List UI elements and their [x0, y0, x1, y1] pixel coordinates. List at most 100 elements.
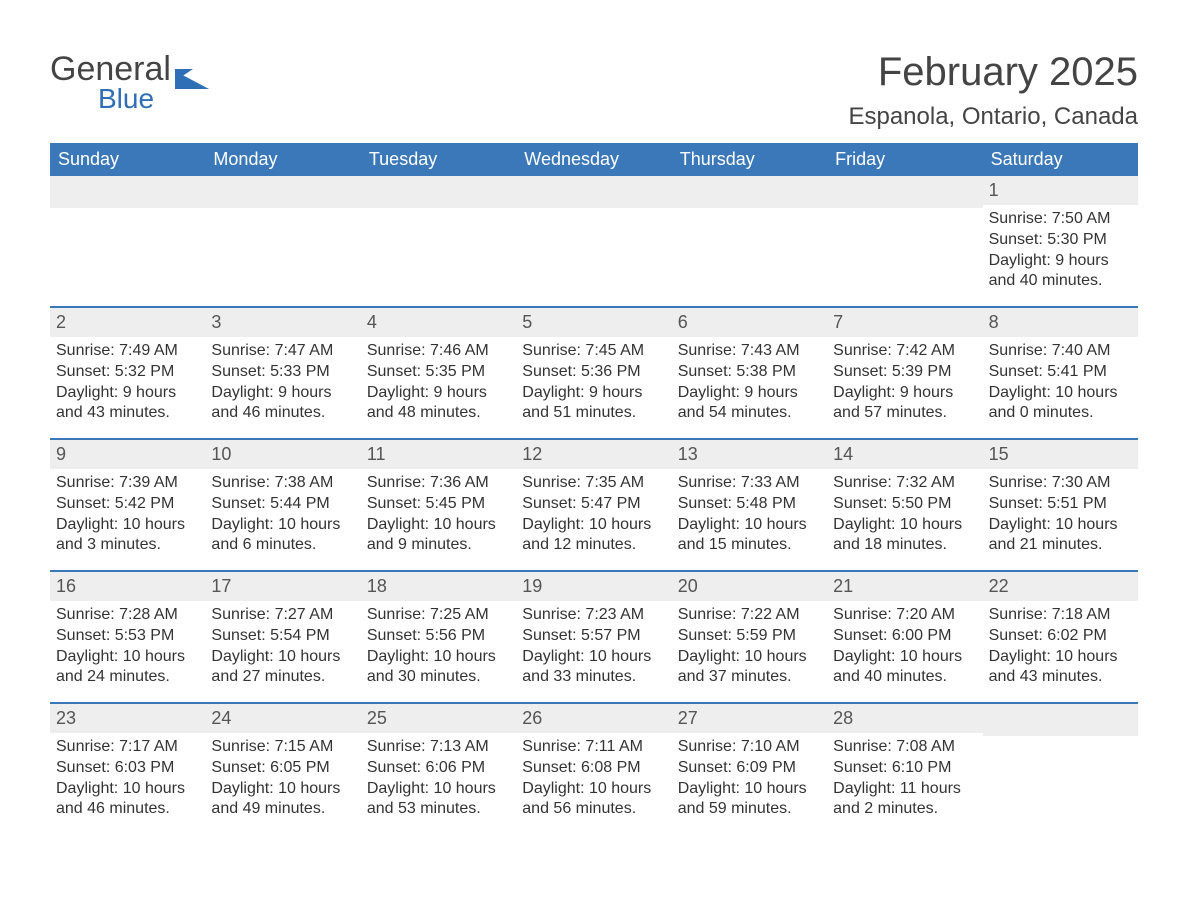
week-row: 1Sunrise: 7:50 AMSunset: 5:30 PMDaylight…	[50, 176, 1138, 306]
day-number: 2	[56, 312, 66, 332]
day-cell-empty	[983, 704, 1138, 834]
day-cell: 4Sunrise: 7:46 AMSunset: 5:35 PMDaylight…	[361, 308, 516, 438]
daylight-text: Daylight: 10 hours and 15 minutes.	[678, 515, 821, 557]
sunset-text: Sunset: 5:33 PM	[211, 362, 354, 383]
day-details: Sunrise: 7:40 AMSunset: 5:41 PMDaylight:…	[983, 337, 1138, 424]
sunrise-text: Sunrise: 7:47 AM	[211, 341, 354, 362]
logo: General Blue	[50, 50, 209, 115]
daylight-text: Daylight: 9 hours and 40 minutes.	[989, 251, 1132, 293]
day-details: Sunrise: 7:42 AMSunset: 5:39 PMDaylight:…	[827, 337, 982, 424]
day-number-row: 12	[516, 440, 671, 469]
sunrise-text: Sunrise: 7:49 AM	[56, 341, 199, 362]
day-number: 9	[56, 444, 66, 464]
day-number: 27	[678, 708, 698, 728]
sunrise-text: Sunrise: 7:18 AM	[989, 605, 1132, 626]
day-details: Sunrise: 7:13 AMSunset: 6:06 PMDaylight:…	[361, 733, 516, 820]
day-cell: 2Sunrise: 7:49 AMSunset: 5:32 PMDaylight…	[50, 308, 205, 438]
daylight-text: Daylight: 9 hours and 57 minutes.	[833, 383, 976, 425]
day-details: Sunrise: 7:38 AMSunset: 5:44 PMDaylight:…	[205, 469, 360, 556]
day-number-row	[672, 176, 827, 208]
day-cell: 25 Sunrise: 7:13 AMSunset: 6:06 PMDayligh…	[361, 704, 516, 834]
sunrise-text: Sunrise: 7:08 AM	[833, 737, 976, 758]
day-number-row: 6	[672, 308, 827, 337]
day-number-row: 10	[205, 440, 360, 469]
day-cell: 8 Sunrise: 7:40 AMSunset: 5:41 PMDaylight…	[983, 308, 1138, 438]
sunset-text: Sunset: 5:57 PM	[522, 626, 665, 647]
daylight-text: Daylight: 10 hours and 9 minutes.	[367, 515, 510, 557]
sunset-text: Sunset: 5:30 PM	[989, 230, 1132, 251]
sunrise-text: Sunrise: 7:40 AM	[989, 341, 1132, 362]
day-number-row: 27	[672, 704, 827, 733]
day-number-row: 21	[827, 572, 982, 601]
sunset-text: Sunset: 5:47 PM	[522, 494, 665, 515]
sunset-text: Sunset: 5:39 PM	[833, 362, 976, 383]
sunset-text: Sunset: 6:10 PM	[833, 758, 976, 779]
weekday-header-row: SundayMondayTuesdayWednesdayThursdayFrid…	[50, 143, 1138, 176]
day-cell: 23Sunrise: 7:17 AMSunset: 6:03 PMDayligh…	[50, 704, 205, 834]
day-number-row: 14	[827, 440, 982, 469]
day-number-row: 2	[50, 308, 205, 337]
weekday-header: Thursday	[672, 143, 827, 176]
day-number: 8	[989, 312, 999, 332]
sunset-text: Sunset: 5:54 PM	[211, 626, 354, 647]
day-number: 7	[833, 312, 843, 332]
day-number: 28	[833, 708, 853, 728]
day-number-row: 24	[205, 704, 360, 733]
daylight-text: Daylight: 9 hours and 48 minutes.	[367, 383, 510, 425]
sunrise-text: Sunrise: 7:50 AM	[989, 209, 1132, 230]
day-cell-empty	[827, 176, 982, 306]
daylight-text: Daylight: 10 hours and 56 minutes.	[522, 779, 665, 821]
day-details: Sunrise: 7:32 AMSunset: 5:50 PMDaylight:…	[827, 469, 982, 556]
day-number-row: 11	[361, 440, 516, 469]
day-details: Sunrise: 7:30 AMSunset: 5:51 PMDaylight:…	[983, 469, 1138, 556]
sunrise-text: Sunrise: 7:43 AM	[678, 341, 821, 362]
daylight-text: Daylight: 10 hours and 40 minutes.	[833, 647, 976, 689]
day-cell: 11 Sunrise: 7:36 AMSunset: 5:45 PMDayligh…	[361, 440, 516, 570]
sunset-text: Sunset: 6:02 PM	[989, 626, 1132, 647]
header: General Blue February 2025 Espanola, Ont…	[50, 50, 1138, 131]
weekday-header: Tuesday	[361, 143, 516, 176]
day-number-row	[50, 176, 205, 208]
sunset-text: Sunset: 5:38 PM	[678, 362, 821, 383]
sunset-text: Sunset: 6:03 PM	[56, 758, 199, 779]
sunrise-text: Sunrise: 7:30 AM	[989, 473, 1132, 494]
day-number-row: 19	[516, 572, 671, 601]
day-number-row: 13	[672, 440, 827, 469]
titles: February 2025 Espanola, Ontario, Canada	[848, 50, 1138, 131]
day-number: 13	[678, 444, 698, 464]
month-title: February 2025	[848, 50, 1138, 95]
sunrise-text: Sunrise: 7:15 AM	[211, 737, 354, 758]
day-number: 25	[367, 708, 387, 728]
day-number-row: 20	[672, 572, 827, 601]
day-details: Sunrise: 7:28 AMSunset: 5:53 PMDaylight:…	[50, 601, 205, 688]
sunrise-text: Sunrise: 7:32 AM	[833, 473, 976, 494]
daylight-text: Daylight: 10 hours and 33 minutes.	[522, 647, 665, 689]
sunrise-text: Sunrise: 7:11 AM	[522, 737, 665, 758]
day-number: 5	[522, 312, 532, 332]
day-cell: 15Sunrise: 7:30 AMSunset: 5:51 PMDayligh…	[983, 440, 1138, 570]
logo-mark-icon	[175, 65, 209, 89]
day-details: Sunrise: 7:22 AMSunset: 5:59 PMDaylight:…	[672, 601, 827, 688]
sunrise-text: Sunrise: 7:39 AM	[56, 473, 199, 494]
day-cell: 5Sunrise: 7:45 AMSunset: 5:36 PMDaylight…	[516, 308, 671, 438]
sunset-text: Sunset: 5:45 PM	[367, 494, 510, 515]
daylight-text: Daylight: 10 hours and 49 minutes.	[211, 779, 354, 821]
daylight-text: Daylight: 10 hours and 27 minutes.	[211, 647, 354, 689]
daylight-text: Daylight: 10 hours and 43 minutes.	[989, 647, 1132, 689]
weekday-header: Friday	[827, 143, 982, 176]
day-number: 21	[833, 576, 853, 596]
day-number: 10	[211, 444, 231, 464]
daylight-text: Daylight: 9 hours and 54 minutes.	[678, 383, 821, 425]
day-details: Sunrise: 7:15 AMSunset: 6:05 PMDaylight:…	[205, 733, 360, 820]
sunrise-text: Sunrise: 7:45 AM	[522, 341, 665, 362]
day-number: 22	[989, 576, 1009, 596]
day-number: 26	[522, 708, 542, 728]
daylight-text: Daylight: 10 hours and 21 minutes.	[989, 515, 1132, 557]
sunrise-text: Sunrise: 7:36 AM	[367, 473, 510, 494]
sunrise-text: Sunrise: 7:25 AM	[367, 605, 510, 626]
day-details: Sunrise: 7:46 AMSunset: 5:35 PMDaylight:…	[361, 337, 516, 424]
day-number-row	[205, 176, 360, 208]
sunrise-text: Sunrise: 7:46 AM	[367, 341, 510, 362]
day-cell: 17Sunrise: 7:27 AMSunset: 5:54 PMDayligh…	[205, 572, 360, 702]
sunrise-text: Sunrise: 7:23 AM	[522, 605, 665, 626]
